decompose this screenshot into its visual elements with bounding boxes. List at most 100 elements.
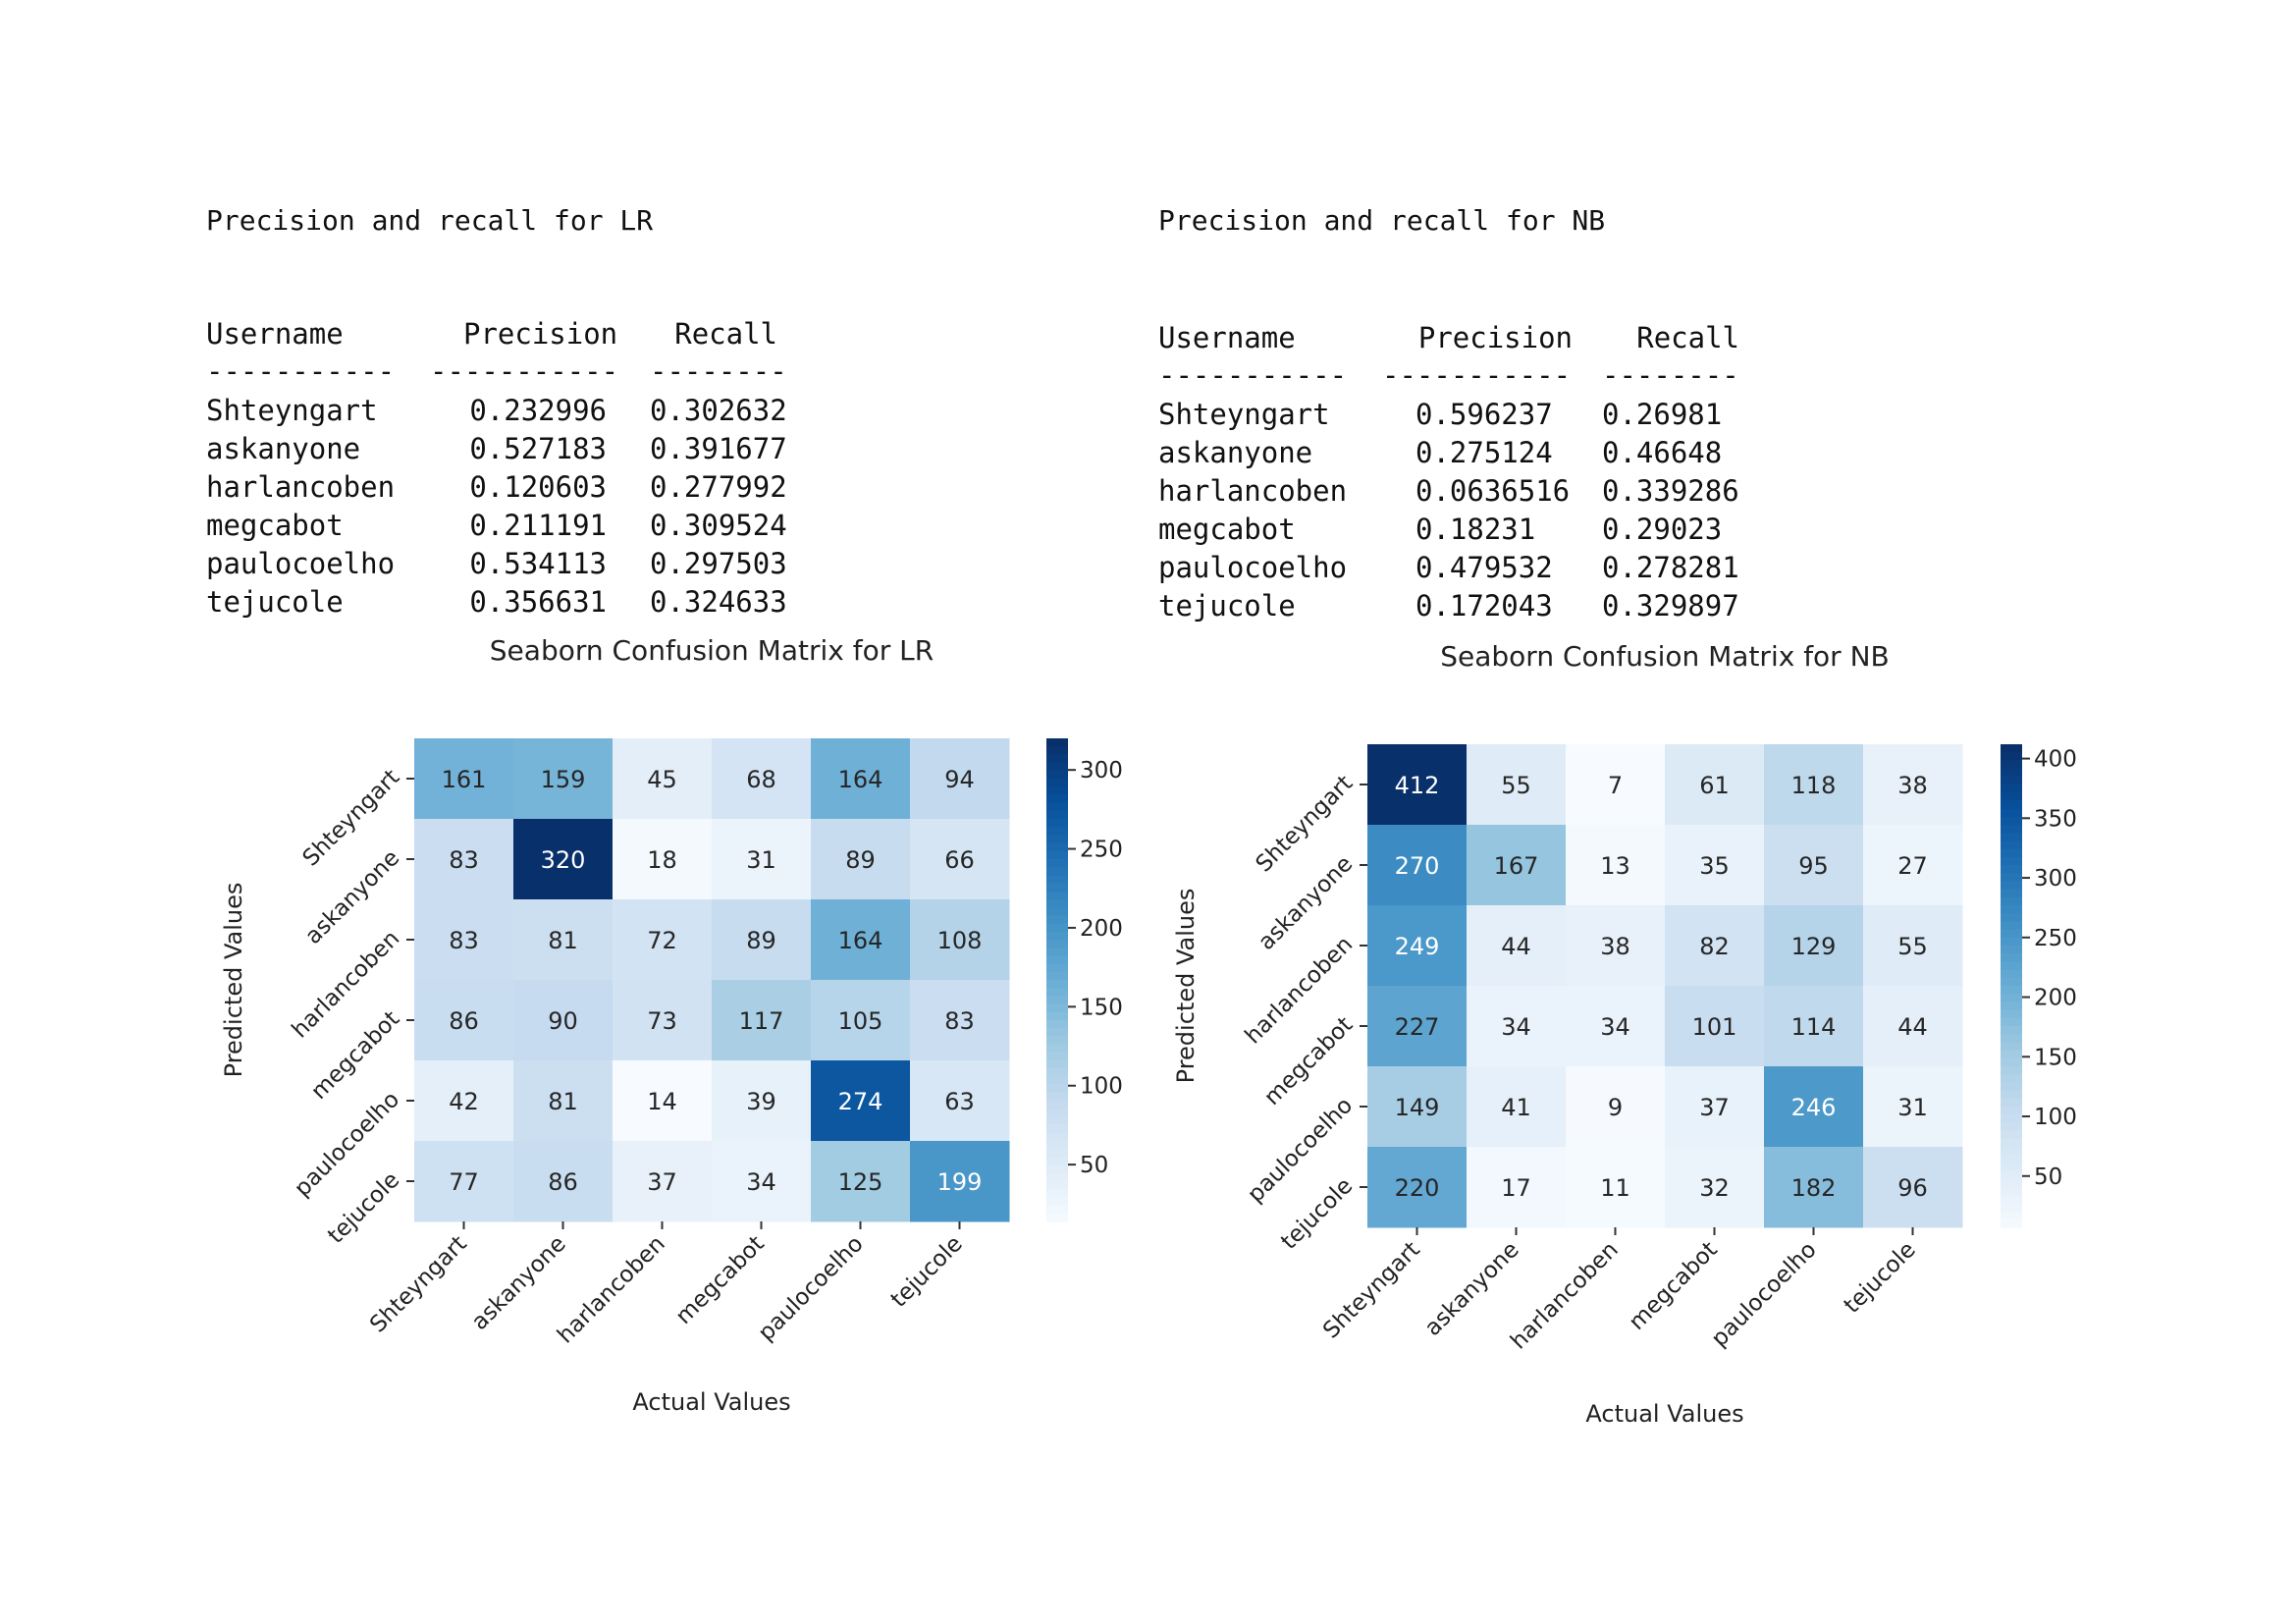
lr-sep-3: --------	[650, 354, 787, 388]
lr-heatmap-cell	[910, 738, 1010, 820]
nb-cell-label: 9	[1608, 1094, 1623, 1121]
nb-colorbar-label: 50	[2034, 1164, 2062, 1190]
nb-colorbar-segment	[2001, 913, 2022, 923]
lr-colorbar-segment	[1046, 899, 1068, 908]
nb-cell-username: askanyone	[1158, 436, 1313, 469]
nb-colorbar-segment	[2001, 1026, 2022, 1035]
nb-colorbar-segment	[2001, 1074, 2022, 1084]
nb-heatmap-cell	[1566, 744, 1666, 826]
lr-colorbar-segment	[1046, 1101, 1068, 1110]
nb-heatmap-cell	[1367, 1147, 1468, 1228]
lr-xlabel: Actual Values	[632, 1388, 790, 1416]
nb-colorbar-segment	[2001, 1195, 2022, 1205]
nb-colorbar-segment	[2001, 1163, 2022, 1172]
nb-heatmap-cell	[1863, 744, 1963, 826]
nb-colorbar-segment	[2001, 1050, 2022, 1059]
lr-cell-label: 90	[548, 1007, 578, 1035]
nb-colorbar-segment	[2001, 760, 2022, 770]
lr-heatmap-cell	[513, 899, 614, 981]
nb-cell-label: 17	[1501, 1174, 1531, 1202]
nb-colorbar-segment	[2001, 929, 2022, 939]
lr-heatmap-cell	[811, 738, 911, 820]
lr-sep-2: -----------	[430, 354, 619, 388]
lr-heatmap-cell	[414, 899, 514, 981]
nb-colorbar-segment	[2001, 1211, 2022, 1220]
lr-cell-recall: 0.302632	[650, 394, 787, 427]
lr-colorbar-segment	[1046, 1109, 1068, 1118]
lr-cell-recall: 0.297503	[650, 547, 787, 580]
lr-colorbar-segment	[1046, 819, 1068, 828]
nb-colorbar-segment	[2001, 768, 2022, 778]
lr-colorbar-segment	[1046, 931, 1068, 941]
nb-heatmap-cell	[1863, 1147, 1963, 1228]
lr-heatmap-cell	[910, 1060, 1010, 1142]
lr-cell-label: 31	[746, 846, 776, 874]
lr-colorbar-segment	[1046, 1164, 1068, 1174]
lr-colorbar-segment	[1046, 1011, 1068, 1021]
nb-colorbar-segment	[2001, 744, 2022, 753]
lr-chart-title: Seaborn Confusion Matrix for LR	[490, 634, 934, 667]
lr-colorbar-segment	[1046, 794, 1068, 804]
lr-colorbar-segment	[1046, 875, 1068, 885]
lr-colorbar-segment	[1046, 859, 1068, 868]
lr-cell-label: 89	[845, 846, 876, 874]
lr-cell-precision: 0.232996	[469, 394, 607, 427]
nb-colorbar-segment	[2001, 1107, 2022, 1115]
nb-cell-label: 55	[1897, 933, 1928, 960]
nb-cell-label: 37	[1699, 1094, 1730, 1121]
lr-cell-label: 68	[746, 766, 776, 793]
nb-colorbar-label: 150	[2034, 1045, 2077, 1070]
lr-cell-label: 159	[541, 766, 586, 793]
lr-panel: Precision and recall for LR Username Pre…	[206, 0, 1188, 1624]
nb-cell-recall: 0.46648	[1602, 436, 1723, 469]
nb-cell-recall: 0.339286	[1602, 474, 1739, 508]
nb-cell-label: 82	[1699, 933, 1730, 960]
lr-cell-label: 83	[449, 927, 479, 954]
nb-cell-label: 249	[1395, 933, 1440, 960]
lr-colorbar-segment	[1046, 1052, 1068, 1061]
lr-cell-username: Shteyngart	[206, 394, 378, 427]
lr-colorbar-segment	[1046, 971, 1068, 981]
lr-heatmap-cell	[414, 1141, 514, 1222]
nb-cell-label: 31	[1897, 1094, 1928, 1121]
nb-heatmap-cell	[1665, 986, 1765, 1067]
nb-chart-title: Seaborn Confusion Matrix for NB	[1440, 640, 1890, 673]
lr-cell-label: 164	[838, 766, 883, 793]
lr-colorbar-segment	[1046, 963, 1068, 973]
nb-cell-label: 41	[1501, 1094, 1531, 1121]
nb-cell-label: 149	[1395, 1094, 1440, 1121]
nb-heatmap-cell	[1367, 1066, 1468, 1148]
lr-colorbar-segment	[1046, 988, 1068, 998]
nb-cell-recall: 0.29023	[1602, 513, 1723, 546]
lr-heatmap-cell	[414, 1060, 514, 1142]
nb-cell-label: 96	[1897, 1174, 1928, 1202]
nb-colorbar-label: 350	[2034, 806, 2077, 832]
lr-colorbar-label: 50	[1080, 1153, 1108, 1178]
nb-colorbar-segment	[2001, 1147, 2022, 1156]
lr-cell-label: 83	[449, 846, 479, 874]
lr-table-header: Username Precision Recall	[206, 314, 777, 353]
lr-colorbar-segment	[1046, 802, 1068, 812]
nb-heatmap-cell	[1764, 1147, 1864, 1228]
nb-colorbar-segment	[2001, 881, 2022, 891]
nb-cell-label: 44	[1897, 1013, 1928, 1041]
nb-cell-label: 246	[1791, 1094, 1837, 1121]
nb-colorbar-segment	[2001, 1178, 2022, 1188]
lr-heatmap-cell	[613, 819, 713, 900]
nb-cell-label: 412	[1395, 772, 1440, 799]
lr-colorbar-label: 150	[1080, 995, 1123, 1020]
nb-xtick-label: paulocoelho	[1707, 1237, 1822, 1352]
lr-heatmap-cell	[613, 738, 713, 820]
lr-sep-1: -----------	[206, 354, 396, 388]
nb-heatmap-cell	[1764, 744, 1864, 826]
nb-colorbar-segment	[2001, 977, 2022, 987]
lr-colorbar-segment	[1046, 786, 1068, 796]
lr-cell-label: 199	[937, 1168, 983, 1196]
nb-colorbar-segment	[2001, 785, 2022, 793]
lr-xtick-label: askanyone	[467, 1231, 571, 1335]
lr-heatmap-cell	[613, 1141, 713, 1222]
nb-cell-label: 35	[1699, 852, 1730, 880]
lr-cell-label: 83	[944, 1007, 975, 1035]
lr-heatmap-cell	[811, 980, 911, 1061]
nb-cell-label: 227	[1395, 1013, 1440, 1041]
